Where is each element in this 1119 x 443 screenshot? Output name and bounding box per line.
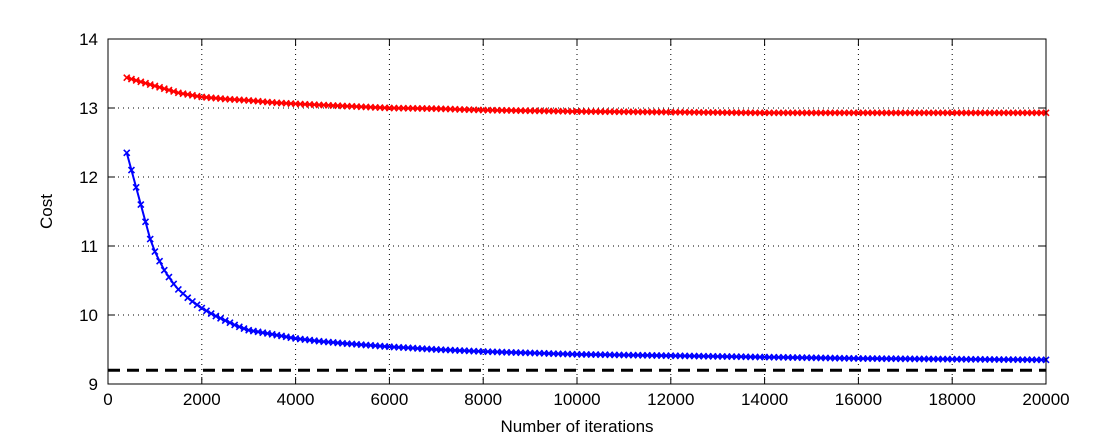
series-marker bbox=[207, 310, 215, 318]
series-marker bbox=[212, 312, 220, 320]
series-marker bbox=[235, 323, 243, 331]
series-marker bbox=[165, 86, 173, 94]
x-tick-label: 16000 bbox=[835, 390, 882, 409]
series-marker bbox=[132, 183, 140, 191]
series-marker bbox=[188, 297, 196, 306]
series-2 bbox=[123, 149, 1050, 364]
series-marker bbox=[146, 80, 154, 89]
series-marker bbox=[146, 235, 154, 243]
y-tick-label: 11 bbox=[80, 237, 98, 256]
y-tick-label: 13 bbox=[79, 99, 98, 118]
series-marker bbox=[127, 166, 136, 174]
y-tick-label: 12 bbox=[79, 168, 98, 187]
series-marker bbox=[132, 76, 140, 84]
series-marker bbox=[170, 87, 178, 96]
y-tick-label: 9 bbox=[89, 375, 98, 394]
series-marker bbox=[156, 83, 164, 91]
series-marker bbox=[151, 247, 159, 256]
x-tick-label: 2000 bbox=[183, 390, 221, 409]
series-marker bbox=[123, 149, 131, 157]
x-tick-label: 8000 bbox=[464, 390, 502, 409]
series-marker bbox=[226, 319, 234, 327]
x-tick-label: 6000 bbox=[370, 390, 408, 409]
y-tick-label: 14 bbox=[79, 30, 98, 49]
series-marker bbox=[193, 301, 201, 309]
series-group bbox=[123, 74, 1050, 364]
series-marker bbox=[240, 324, 248, 333]
series-marker bbox=[160, 85, 168, 93]
series-marker bbox=[123, 74, 131, 82]
series-marker bbox=[127, 75, 136, 83]
series-marker bbox=[137, 78, 145, 86]
x-tick-label: 4000 bbox=[277, 390, 315, 409]
x-tick-label: 14000 bbox=[741, 390, 788, 409]
y-tick-label: 10 bbox=[79, 306, 98, 325]
x-tick-label: 10000 bbox=[553, 390, 600, 409]
series-marker bbox=[231, 321, 239, 329]
series-marker bbox=[170, 280, 178, 288]
series-marker bbox=[202, 307, 211, 315]
series-marker bbox=[156, 257, 164, 265]
series-marker bbox=[198, 304, 206, 312]
series-marker bbox=[160, 266, 168, 274]
x-axis-label: Number of iterations bbox=[500, 417, 653, 436]
x-tick-label: 18000 bbox=[929, 390, 976, 409]
series-marker bbox=[216, 314, 225, 322]
x-tick-label: 20000 bbox=[1022, 390, 1069, 409]
x-tick-label: 12000 bbox=[647, 390, 694, 409]
y-axis-label: Cost bbox=[37, 194, 56, 229]
ticks: 0 2000 4000 6000 8000 10000 12000 14000 16000 180… bbox=[79, 30, 1070, 409]
x-tick-label: 0 bbox=[103, 390, 112, 409]
series-marker bbox=[221, 316, 229, 325]
series-1 bbox=[123, 74, 1050, 117]
series-marker bbox=[137, 201, 145, 209]
series-marker bbox=[151, 82, 159, 90]
series-marker bbox=[141, 218, 150, 226]
series-marker bbox=[165, 273, 173, 281]
series-marker bbox=[141, 79, 150, 87]
